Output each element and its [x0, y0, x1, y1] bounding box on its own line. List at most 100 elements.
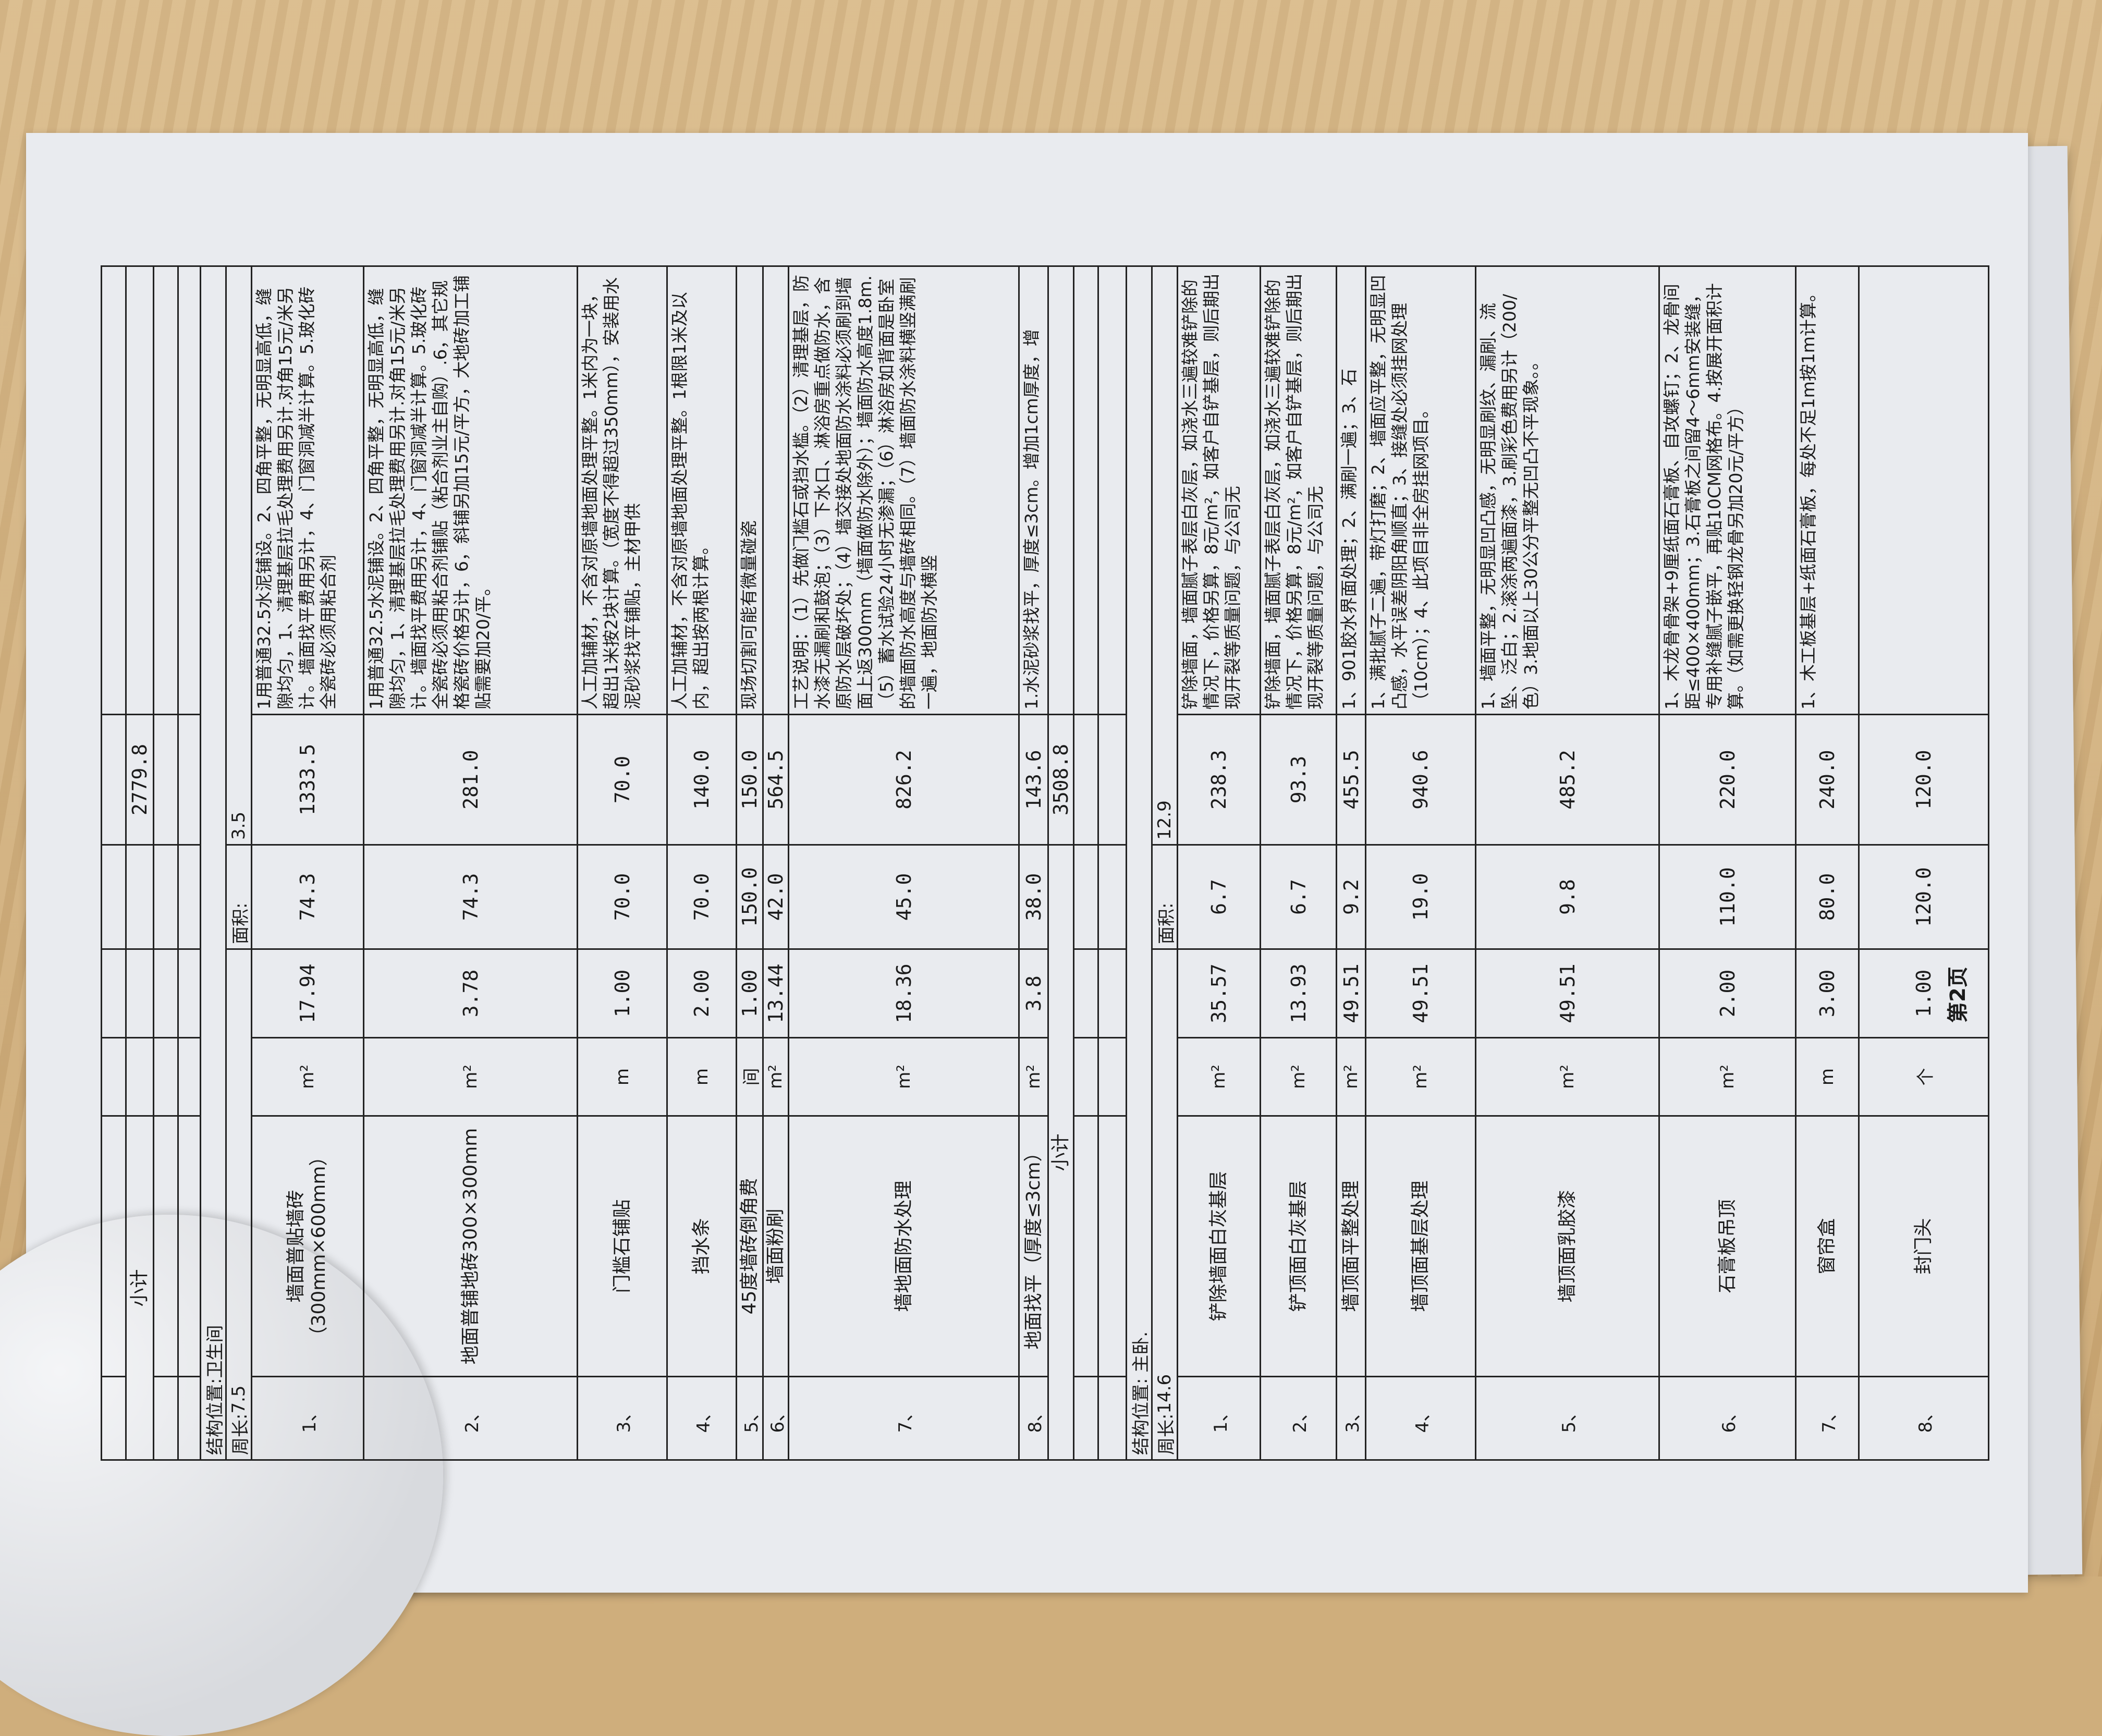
perimeter: 周长: 7.5	[227, 954, 251, 1455]
subtotal-label-cell: 小计	[1048, 845, 1074, 1460]
perimeter-label: 周长:	[230, 1413, 251, 1455]
item-description-cell: 工艺说明：（1）先做门槛石或挡水槛。（2）清理基层，防水漆无漏刷和鼓泡；（3）下…	[788, 266, 1019, 715]
item-number: 1、	[1210, 1403, 1231, 1433]
item-total-cell: 1333.5	[251, 714, 364, 845]
table-row: 7、 窗帘盒 m 3.00 80.0 240.0 1、木工板基层+纸面石膏板，每处不足1m按…	[1795, 266, 1859, 1460]
item-number-cell: 3、	[577, 1376, 667, 1460]
item-name-cell: 墙顶面基层处理	[1365, 1116, 1476, 1377]
empty	[154, 954, 177, 1033]
item-name: 墙顶面乳胶漆	[1556, 1190, 1578, 1303]
quotation-table: 小计 2779.8 结构位置:卫生间 周长: 7.5 面积: 3.5 1、 墙面普贴墙砖（300…	[101, 265, 1989, 1461]
item-description-cell: 铲除墙面，墙面腻子表层白灰层，如浇水三遍较难铲除的情况下，价格另算，8元/m²，…	[1260, 266, 1337, 715]
item-quantity-cell: 1.00	[577, 949, 667, 1038]
item-name: 墙面粉刷	[765, 1208, 786, 1284]
item-total-cell: 70.0	[577, 714, 667, 845]
item-total: 826.2	[892, 750, 915, 810]
item-unit-price: 6.7	[1287, 879, 1310, 915]
item-unit: m²	[1288, 1065, 1309, 1089]
empty	[1049, 271, 1073, 710]
item-name: 石膏板吊顶	[1716, 1199, 1738, 1293]
empty-cell	[153, 845, 178, 949]
item-unit: 间	[741, 1068, 762, 1086]
empty	[179, 954, 200, 1033]
item-description: 1、墙面平整，无明显凹凸感，无明显刷纹、漏刷、流坠、泛白；2.滚涂两遍面漆，3.…	[1478, 294, 1541, 710]
item-number: 6、	[1719, 1403, 1740, 1433]
empty	[1074, 954, 1097, 1033]
item-unit-price: 6.7	[1207, 879, 1230, 915]
item-name: 铲顶面白灰基层	[1287, 1180, 1309, 1312]
item-unit-price-cell: 42.0	[763, 845, 789, 949]
item-description: 工艺说明：（1）先做门槛石或挡水槛。（2）清理基层，防水漆无漏刷和鼓泡；（3）下…	[791, 275, 939, 710]
empty	[179, 719, 200, 840]
empty-cell	[1098, 1376, 1127, 1460]
item-unit-price: 9.8	[1556, 879, 1579, 915]
empty	[102, 719, 125, 840]
item-name-cell: 墙顶面乳胶漆	[1475, 1116, 1659, 1377]
item-quantity-cell: 2.00	[667, 949, 737, 1038]
item-description-cell: 1用普通32.5水泥铺设。2、四角平整，无明显高低，缝隙均匀，1、清理基层拉毛处…	[251, 266, 364, 715]
item-number-cell: 7、	[1795, 1376, 1859, 1460]
item-total-cell: 455.5	[1336, 714, 1366, 845]
item-total: 281.0	[459, 750, 482, 810]
perimeter-value: 14.6	[1154, 1374, 1175, 1414]
item-total: 455.5	[1339, 750, 1363, 810]
item-description: 1、木龙骨骨架+9厘纸面石膏板、自攻螺钉；2、龙骨间距≤400×400mm；3.…	[1661, 283, 1746, 710]
blank-row	[1073, 266, 1098, 1460]
item-description-cell: 1.水泥砂浆找平，厚度≤3cm。增加1cm厚度，增	[1019, 266, 1048, 715]
empty	[127, 850, 153, 944]
item-number-cell: 5、	[1475, 1376, 1659, 1460]
item-total-cell: 940.6	[1365, 714, 1476, 845]
item-number-cell: 1、	[251, 1376, 364, 1460]
empty	[1099, 954, 1126, 1033]
subtotal-label-cell: 小计	[126, 1116, 154, 1460]
empty-cell	[178, 266, 201, 715]
empty-cell	[1098, 949, 1127, 1038]
perimeter-value: 7.5	[228, 1385, 249, 1414]
item-unit-cell: m	[577, 1037, 667, 1116]
empty-cell	[101, 949, 126, 1038]
item-total: 93.3	[1287, 755, 1310, 804]
table-row: 4、 挡水条 m 2.00 70.0 140.0 人工加辅材，不含对原墙地面处理平整。1根限…	[667, 266, 737, 1460]
item-quantity: 13.44	[764, 963, 787, 1023]
item-total-cell: 240.0	[1795, 714, 1859, 845]
item-unit-price-cell: 120.0	[1859, 845, 1989, 949]
item-name-cell: 封门头	[1859, 1116, 1989, 1377]
item-description-cell: 1、满批腻子二遍，带灯打磨；2、墙面应平整，无明显凹凸感，水平误差阴阳角顺直；3…	[1365, 266, 1476, 715]
item-unit: m²	[1208, 1065, 1229, 1089]
item-name: 窗帘盒	[1816, 1218, 1838, 1275]
item-number: 2、	[462, 1403, 483, 1433]
item-unit-price-cell: 6.7	[1260, 845, 1337, 949]
empty-cell	[178, 714, 201, 845]
item-description	[1860, 271, 1988, 710]
item-name: 门槛石铺贴	[611, 1199, 633, 1293]
item-unit-price-cell: 70.0	[577, 845, 667, 949]
item-total: 70.0	[610, 755, 634, 804]
table-row: 6、 墙面粉刷 m² 13.44 42.0 564.5	[763, 266, 789, 1460]
empty	[154, 1382, 177, 1455]
table-row: 4、 墙顶面基层处理 m² 49.51 19.0 940.6 1、满批腻子二遍，带灯打磨；2…	[1365, 266, 1476, 1460]
table-row: 6、 石膏板吊顶 m² 2.00 110.0 220.0 1、木龙骨骨架+9厘纸面石膏板、自…	[1659, 266, 1796, 1460]
item-name-cell: 窗帘盒	[1795, 1116, 1859, 1377]
item-name-cell: 铲除墙面白灰基层	[1177, 1116, 1261, 1377]
item-number-cell: 3、	[1336, 1376, 1366, 1460]
item-unit-price-cell: 9.8	[1475, 845, 1659, 949]
item-unit-cell: m²	[763, 1037, 789, 1116]
item-number: 6、	[767, 1403, 788, 1433]
item-name-cell: 地面普铺地砖300×300mm	[363, 1116, 578, 1377]
area-label-cell: 面积:	[226, 845, 252, 949]
item-description-cell: 现场切割可能有微量碰瓷	[736, 266, 763, 715]
area-value: 3.5	[228, 811, 249, 840]
area-value-cell: 12.9	[1152, 266, 1178, 845]
table-row: 3、 门槛石铺贴 m 1.00 70.0 70.0 人工加辅材，不含对原墙地面处理平整。1米…	[577, 266, 667, 1460]
item-unit-price: 9.2	[1339, 879, 1363, 915]
item-description: 1用普通32.5水泥铺设。2、四角平整，无明显高低，缝隙均匀，1、清理基层拉毛处…	[366, 275, 493, 710]
item-unit: m	[612, 1068, 633, 1086]
empty	[1074, 271, 1097, 710]
item-total: 143.6	[1022, 750, 1045, 810]
subtotal-label: 小计	[1050, 1133, 1071, 1171]
item-name: 墙顶面平整处理	[1340, 1180, 1362, 1312]
empty-cell	[1073, 1116, 1098, 1377]
item-description-cell: 1用普通32.5水泥铺设。2、四角平整，无明显高低，缝隙均匀，1、清理基层拉毛处…	[363, 266, 578, 715]
item-total-cell: 281.0	[363, 714, 578, 845]
item-unit-price: 80.0	[1816, 873, 1839, 921]
